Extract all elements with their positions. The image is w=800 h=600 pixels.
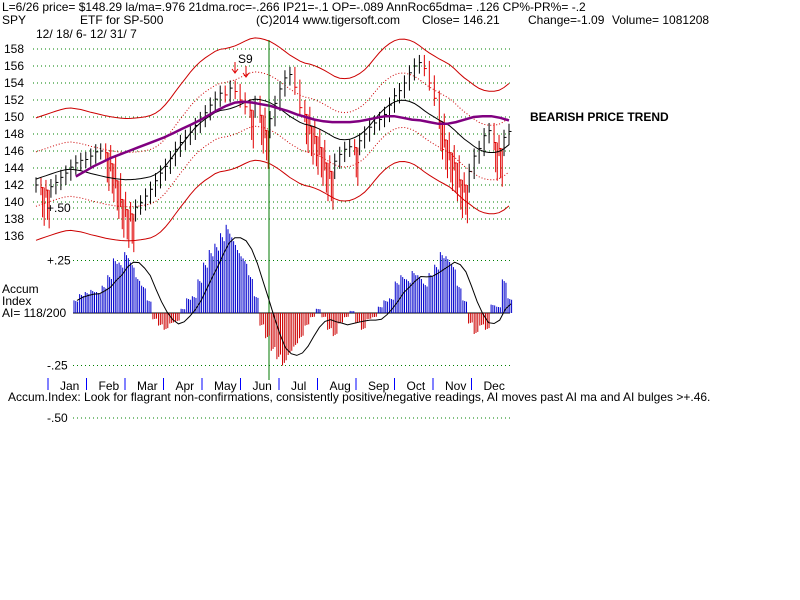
lower-inner-band <box>35 125 510 208</box>
accum-tick-label: +.50 <box>47 201 71 215</box>
month-label: Jul <box>291 379 306 393</box>
lower-band <box>35 159 510 242</box>
change-value: Change=-1.09 <box>528 13 605 27</box>
price-tick-label: 148 <box>4 127 24 141</box>
price-tick-label: 150 <box>4 110 24 124</box>
moving-average-50 <box>75 100 510 178</box>
month-label: Sep <box>368 379 390 393</box>
price-tick-label: 142 <box>4 178 24 192</box>
footer-note: Accum.Index: Look for flagrant non-confi… <box>8 390 711 404</box>
accum-label: Accum <box>2 282 39 296</box>
close-value: Close= 146.21 <box>422 13 500 27</box>
price-tick-label: 156 <box>4 59 24 73</box>
upper-band <box>35 37 510 120</box>
upper-inner-band <box>35 71 510 154</box>
accum-tick-label: -.25 <box>47 359 68 373</box>
price-tick-label: 152 <box>4 93 24 107</box>
date-range: 12/ 18/ 6- 12/ 31/ 7 <box>36 27 137 41</box>
header-line: L=6/26 price= $148.29 la/ma=.976 21dma.r… <box>2 0 586 14</box>
volume-value: Volume= 1081208 <box>612 13 710 27</box>
month-label: Jun <box>253 379 272 393</box>
price-tick-label: 146 <box>4 144 24 158</box>
sell-arrow-head <box>231 68 239 74</box>
price-tick-label: 158 <box>4 42 24 56</box>
index-label: Index <box>2 294 32 308</box>
accum-moving-average <box>76 237 512 356</box>
month-label: Apr <box>176 379 195 393</box>
ai-label: AI= 118/200 <box>2 306 67 320</box>
month-label: Aug <box>330 379 351 393</box>
sell-arrow-head <box>242 72 250 78</box>
trend-label: BEARISH PRICE TREND <box>530 110 669 124</box>
copyright: (C)2014 www.tigersoft.com <box>256 13 401 27</box>
month-label: Jan <box>60 379 79 393</box>
symbol-label: SPY <box>2 13 27 27</box>
price-tick-label: 144 <box>4 161 24 175</box>
moving-average-21 <box>35 98 510 181</box>
price-tick-label: 140 <box>4 195 24 209</box>
price-tick-label: 138 <box>4 212 24 226</box>
month-label: Nov <box>445 379 466 393</box>
price-tick-label: 136 <box>4 229 24 243</box>
accum-tick-label: -.50 <box>47 411 68 425</box>
month-label: Dec <box>484 379 505 393</box>
month-label: Feb <box>99 379 120 393</box>
price-tick-label: 154 <box>4 76 24 90</box>
month-label: May <box>214 379 237 393</box>
month-label: Oct <box>407 379 426 393</box>
signal-label: S9 <box>238 52 253 66</box>
subtitle: ETF for SP-500 <box>80 13 164 27</box>
month-label: Mar <box>137 379 158 393</box>
accum-tick-label: +.25 <box>47 254 71 268</box>
